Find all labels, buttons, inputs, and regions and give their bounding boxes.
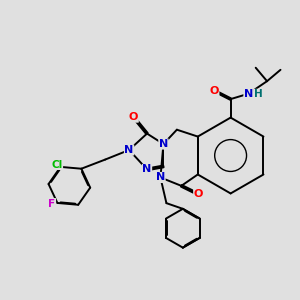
Text: H: H	[254, 89, 262, 99]
Text: N: N	[142, 164, 152, 174]
Text: N: N	[124, 145, 134, 155]
Text: F: F	[48, 199, 56, 208]
Text: O: O	[209, 86, 219, 96]
Text: O: O	[194, 189, 203, 199]
Text: N: N	[159, 139, 168, 149]
Text: N: N	[156, 172, 165, 182]
Text: O: O	[129, 112, 138, 122]
Text: Cl: Cl	[51, 160, 63, 170]
Text: N: N	[244, 89, 253, 99]
